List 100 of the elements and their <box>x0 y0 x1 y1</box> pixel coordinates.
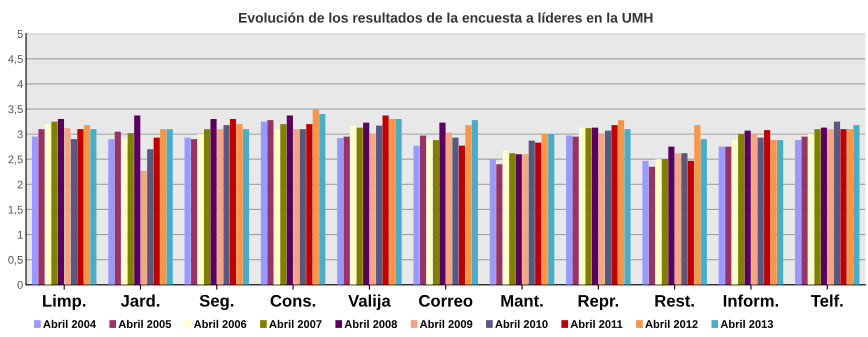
legend-label: Abril 2004 <box>43 320 96 328</box>
bar <box>738 134 744 285</box>
bar <box>293 129 300 285</box>
bar <box>382 116 389 285</box>
chart-title: Evolución de los resultados de la encuesta a líderes en la UMH <box>239 12 652 23</box>
bar <box>694 125 700 285</box>
bar <box>370 134 376 285</box>
bar <box>452 138 459 285</box>
bar <box>204 129 210 285</box>
bar <box>344 136 350 285</box>
bar <box>154 138 160 285</box>
bar <box>134 116 140 285</box>
x-tick-label: Correo <box>419 294 472 307</box>
bar <box>681 153 688 285</box>
x-tick-label: Mant. <box>501 295 543 307</box>
y-tick-label: 3 <box>18 130 23 138</box>
bar <box>128 133 134 285</box>
bar <box>725 146 732 285</box>
bar <box>223 125 230 285</box>
bar <box>306 124 312 285</box>
y-tick-label: 4 <box>17 80 23 88</box>
bar <box>579 128 586 285</box>
legend-label: Abril 2010 <box>495 320 548 328</box>
bar <box>611 125 618 285</box>
bar <box>260 122 267 285</box>
bar <box>426 139 433 285</box>
bar <box>801 136 808 285</box>
bar <box>77 129 84 285</box>
x-tick-label: Cons. <box>270 294 316 307</box>
bar <box>58 119 64 285</box>
bar <box>522 154 528 285</box>
bar <box>618 120 624 285</box>
bar <box>300 129 306 285</box>
legend-label: Abril 2012 <box>645 320 698 328</box>
bar <box>808 134 814 285</box>
bar <box>542 134 548 285</box>
legend-label: Abril 2008 <box>344 320 398 328</box>
bar <box>840 129 847 285</box>
legend-label: Abril 2013 <box>720 320 774 328</box>
bar <box>210 119 217 285</box>
bar <box>770 140 777 285</box>
y-tick-label: 1 <box>18 230 23 239</box>
bar <box>496 164 502 285</box>
bar <box>490 159 496 285</box>
bar <box>64 128 71 285</box>
bar <box>853 125 860 285</box>
bar <box>834 122 840 285</box>
bar <box>70 139 77 285</box>
bar <box>108 139 114 285</box>
bar <box>242 129 250 285</box>
bar <box>84 125 90 285</box>
x-tick-label: Seg. <box>200 294 234 310</box>
bar <box>604 130 612 285</box>
bar <box>528 140 535 285</box>
bar <box>814 129 821 285</box>
bar <box>668 146 674 285</box>
bar <box>777 140 784 285</box>
bar <box>624 129 631 285</box>
bar <box>230 119 236 285</box>
bar <box>458 146 466 285</box>
bar <box>356 128 363 285</box>
bar <box>744 130 751 285</box>
bar <box>732 140 738 285</box>
bar <box>160 129 166 285</box>
bar <box>516 154 522 285</box>
bar <box>432 140 440 285</box>
bar <box>280 124 286 285</box>
x-tick-label: Repr. <box>578 295 618 310</box>
bar <box>413 146 420 285</box>
bar <box>548 134 554 285</box>
legend-label: Abril 2009 <box>420 320 472 328</box>
x-tick-label: Jard. <box>120 294 160 307</box>
bar <box>90 129 96 285</box>
bar <box>758 138 764 285</box>
bar <box>363 122 370 285</box>
bar <box>337 138 344 285</box>
bar <box>439 122 446 285</box>
bar <box>286 116 293 285</box>
bar <box>572 136 579 285</box>
bar <box>592 128 598 285</box>
x-tick-label: Limp. <box>43 294 86 310</box>
bar <box>140 170 147 285</box>
bar <box>44 124 52 285</box>
bar <box>51 122 58 285</box>
y-tick-label: 2 <box>18 180 23 188</box>
bar <box>267 120 274 285</box>
bar <box>472 120 478 285</box>
bar <box>846 129 854 285</box>
x-tick-label: Telf. <box>810 294 843 307</box>
bar <box>312 109 319 285</box>
bar <box>166 129 173 285</box>
bar <box>648 166 656 285</box>
bar <box>642 160 649 285</box>
bar <box>32 136 38 285</box>
bar <box>502 150 509 285</box>
y-tick-label: 0,5 <box>8 256 23 266</box>
legend-label: Abril 2011 <box>570 320 622 328</box>
x-tick-label: Valija <box>348 294 391 310</box>
bar <box>509 153 516 285</box>
bar <box>655 159 662 285</box>
